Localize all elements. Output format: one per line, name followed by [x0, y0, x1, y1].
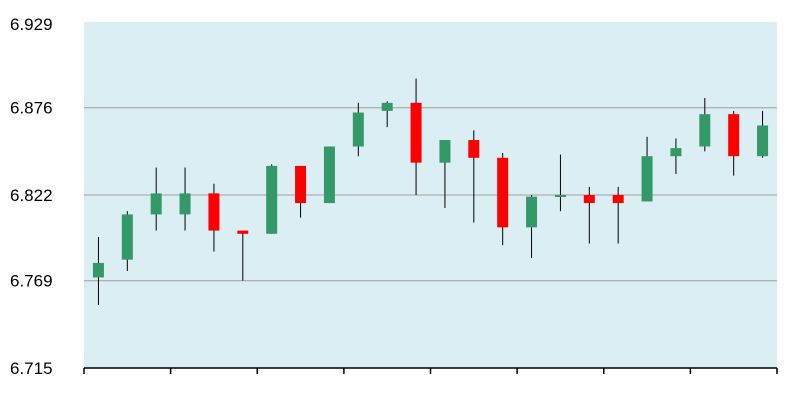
candle: [121, 211, 133, 271]
candle: [641, 136, 653, 202]
candle: [179, 167, 191, 231]
candle: [612, 186, 624, 244]
candle: [526, 195, 538, 259]
candle-body: [237, 230, 249, 234]
candle: [757, 110, 769, 158]
x-axis: [83, 367, 778, 374]
candle: [554, 154, 566, 212]
candle-body: [497, 157, 509, 228]
candle-body: [757, 125, 769, 157]
candle: [497, 152, 509, 246]
y-tick-label: 6.715: [10, 359, 53, 378]
grid-lines: [84, 107, 777, 282]
candle: [670, 138, 682, 174]
candle-body: [352, 112, 364, 147]
candle-body: [554, 195, 566, 197]
candle-body: [208, 193, 220, 231]
candle-body: [381, 102, 393, 111]
candle: [237, 230, 249, 281]
candle-body: [410, 102, 422, 163]
candle: [208, 183, 220, 252]
candle-body: [612, 195, 624, 204]
candle-body: [670, 148, 682, 157]
y-tick-labels: 6.715 6.769 6.822 6.876 6.929: [10, 15, 53, 378]
candle: [266, 164, 278, 234]
candle: [583, 186, 595, 244]
candle-body: [179, 193, 191, 215]
candle: [352, 102, 364, 157]
candle: [381, 101, 393, 128]
candle-body: [699, 114, 711, 147]
y-tick-label: 6.822: [10, 186, 53, 205]
y-tick-label: 6.929: [10, 15, 53, 34]
candle-body: [583, 195, 595, 204]
candle-body: [439, 140, 451, 163]
y-tick-label: 6.876: [10, 99, 53, 118]
candle: [150, 167, 162, 231]
candle: [92, 237, 104, 305]
candle: [728, 110, 740, 176]
candle-body: [323, 146, 335, 204]
candle-body: [266, 165, 278, 234]
candle: [468, 130, 480, 223]
candle-body: [468, 140, 480, 158]
candle-body: [121, 214, 133, 260]
candle-body: [295, 165, 307, 204]
y-tick-label: 6.769: [10, 272, 53, 291]
candle-body: [641, 156, 653, 202]
candle: [439, 140, 451, 208]
candle: [699, 97, 711, 152]
candle: [323, 146, 335, 204]
candles: [92, 78, 769, 305]
candle: [295, 165, 307, 218]
candle: [410, 78, 422, 195]
candle-body: [526, 196, 538, 228]
candle-body: [150, 193, 162, 215]
candle-body: [92, 262, 104, 278]
candle-body: [728, 114, 740, 157]
